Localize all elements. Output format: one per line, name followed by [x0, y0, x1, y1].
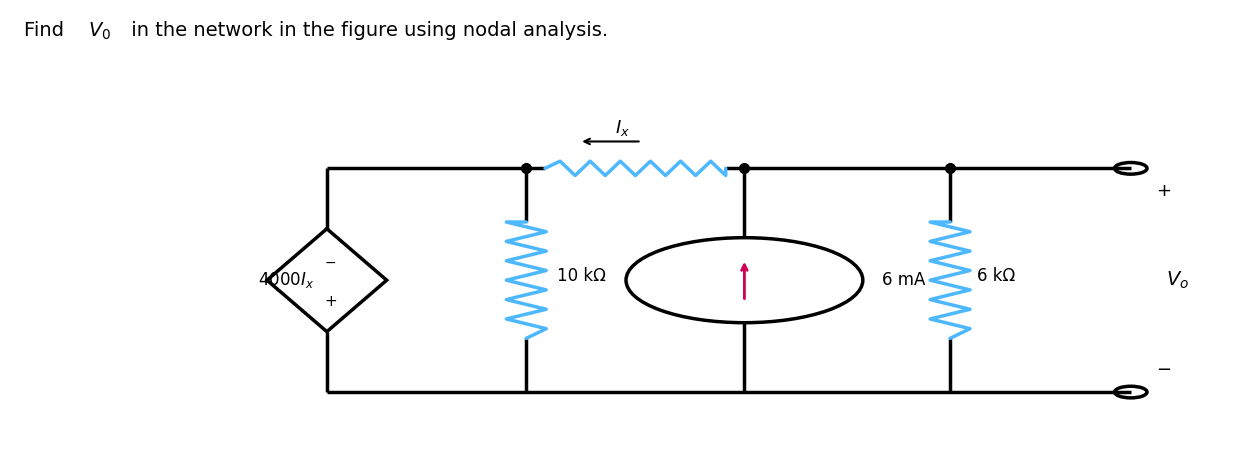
Text: Find: Find — [24, 21, 70, 40]
Text: $V_0$: $V_0$ — [88, 21, 110, 42]
Text: $I_x$: $I_x$ — [616, 118, 630, 138]
Text: 6 mA: 6 mA — [881, 271, 925, 289]
Text: 10 kΩ: 10 kΩ — [557, 267, 606, 285]
Text: in the network in the figure using nodal analysis.: in the network in the figure using nodal… — [125, 21, 608, 40]
Text: +: + — [324, 294, 337, 309]
Text: $V_o$: $V_o$ — [1166, 270, 1188, 291]
Text: 6 kΩ: 6 kΩ — [978, 267, 1015, 285]
Text: −: − — [324, 256, 337, 270]
Text: −: − — [1156, 361, 1171, 379]
Text: 4000$I_x$: 4000$I_x$ — [258, 270, 314, 290]
Text: +: + — [1156, 182, 1171, 200]
